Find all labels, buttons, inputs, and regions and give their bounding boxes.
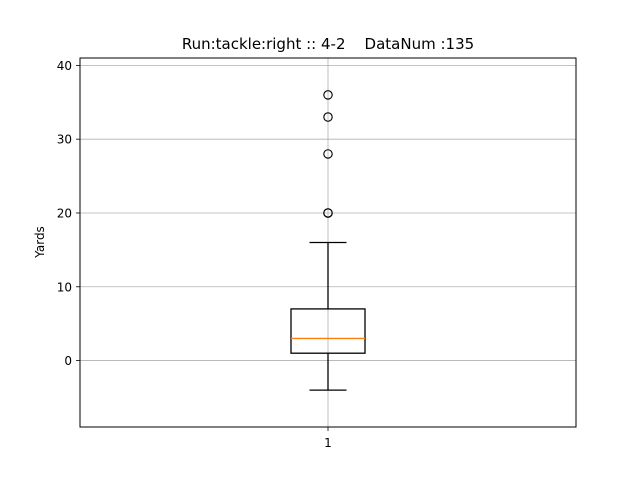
outlier-point — [323, 90, 333, 100]
y-tick-label: 10 — [57, 280, 72, 294]
iqr-box — [290, 308, 366, 354]
outlier-point — [323, 208, 333, 218]
axis-ticks: 0 10 20 30 40 1 — [57, 59, 332, 450]
y-tick-label: 30 — [57, 133, 72, 147]
outlier-point — [323, 149, 333, 159]
y-tick-label: 20 — [57, 206, 72, 220]
y-tick-label: 40 — [57, 59, 72, 73]
x-tick-label: 1 — [324, 436, 332, 450]
chart-title: Run:tackle:right :: 4-2 DataNum :135 — [182, 35, 474, 53]
outlier-point — [323, 112, 333, 122]
y-axis-label: Yards — [33, 226, 47, 259]
y-tick-label: 0 — [64, 354, 72, 368]
plot-marks — [290, 90, 366, 391]
